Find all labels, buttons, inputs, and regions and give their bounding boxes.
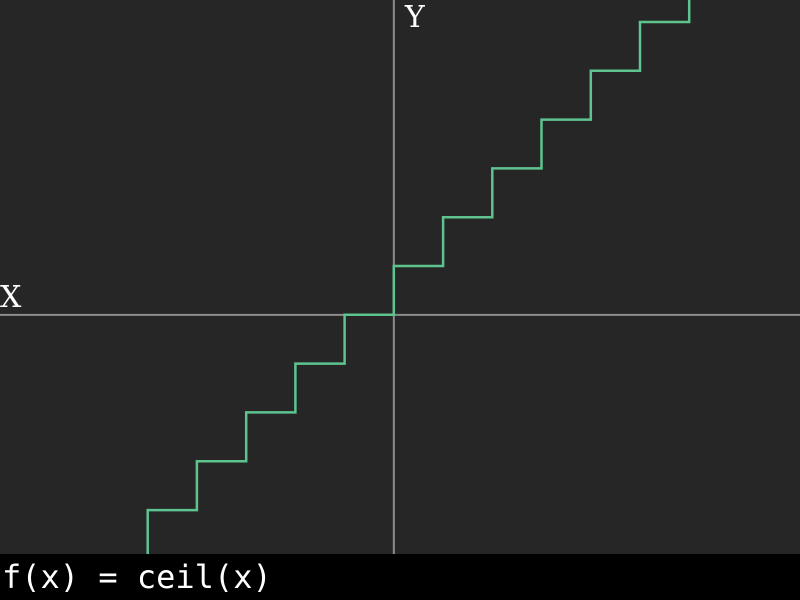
function-plot: X Y [0,0,800,554]
formula-label: f(x) = ceil(x) [0,554,800,600]
series-line-0 [146,0,691,554]
ceil-step-curve [146,0,691,554]
x-axis-label: X [0,280,22,315]
y-axis-label: Y [404,0,426,35]
